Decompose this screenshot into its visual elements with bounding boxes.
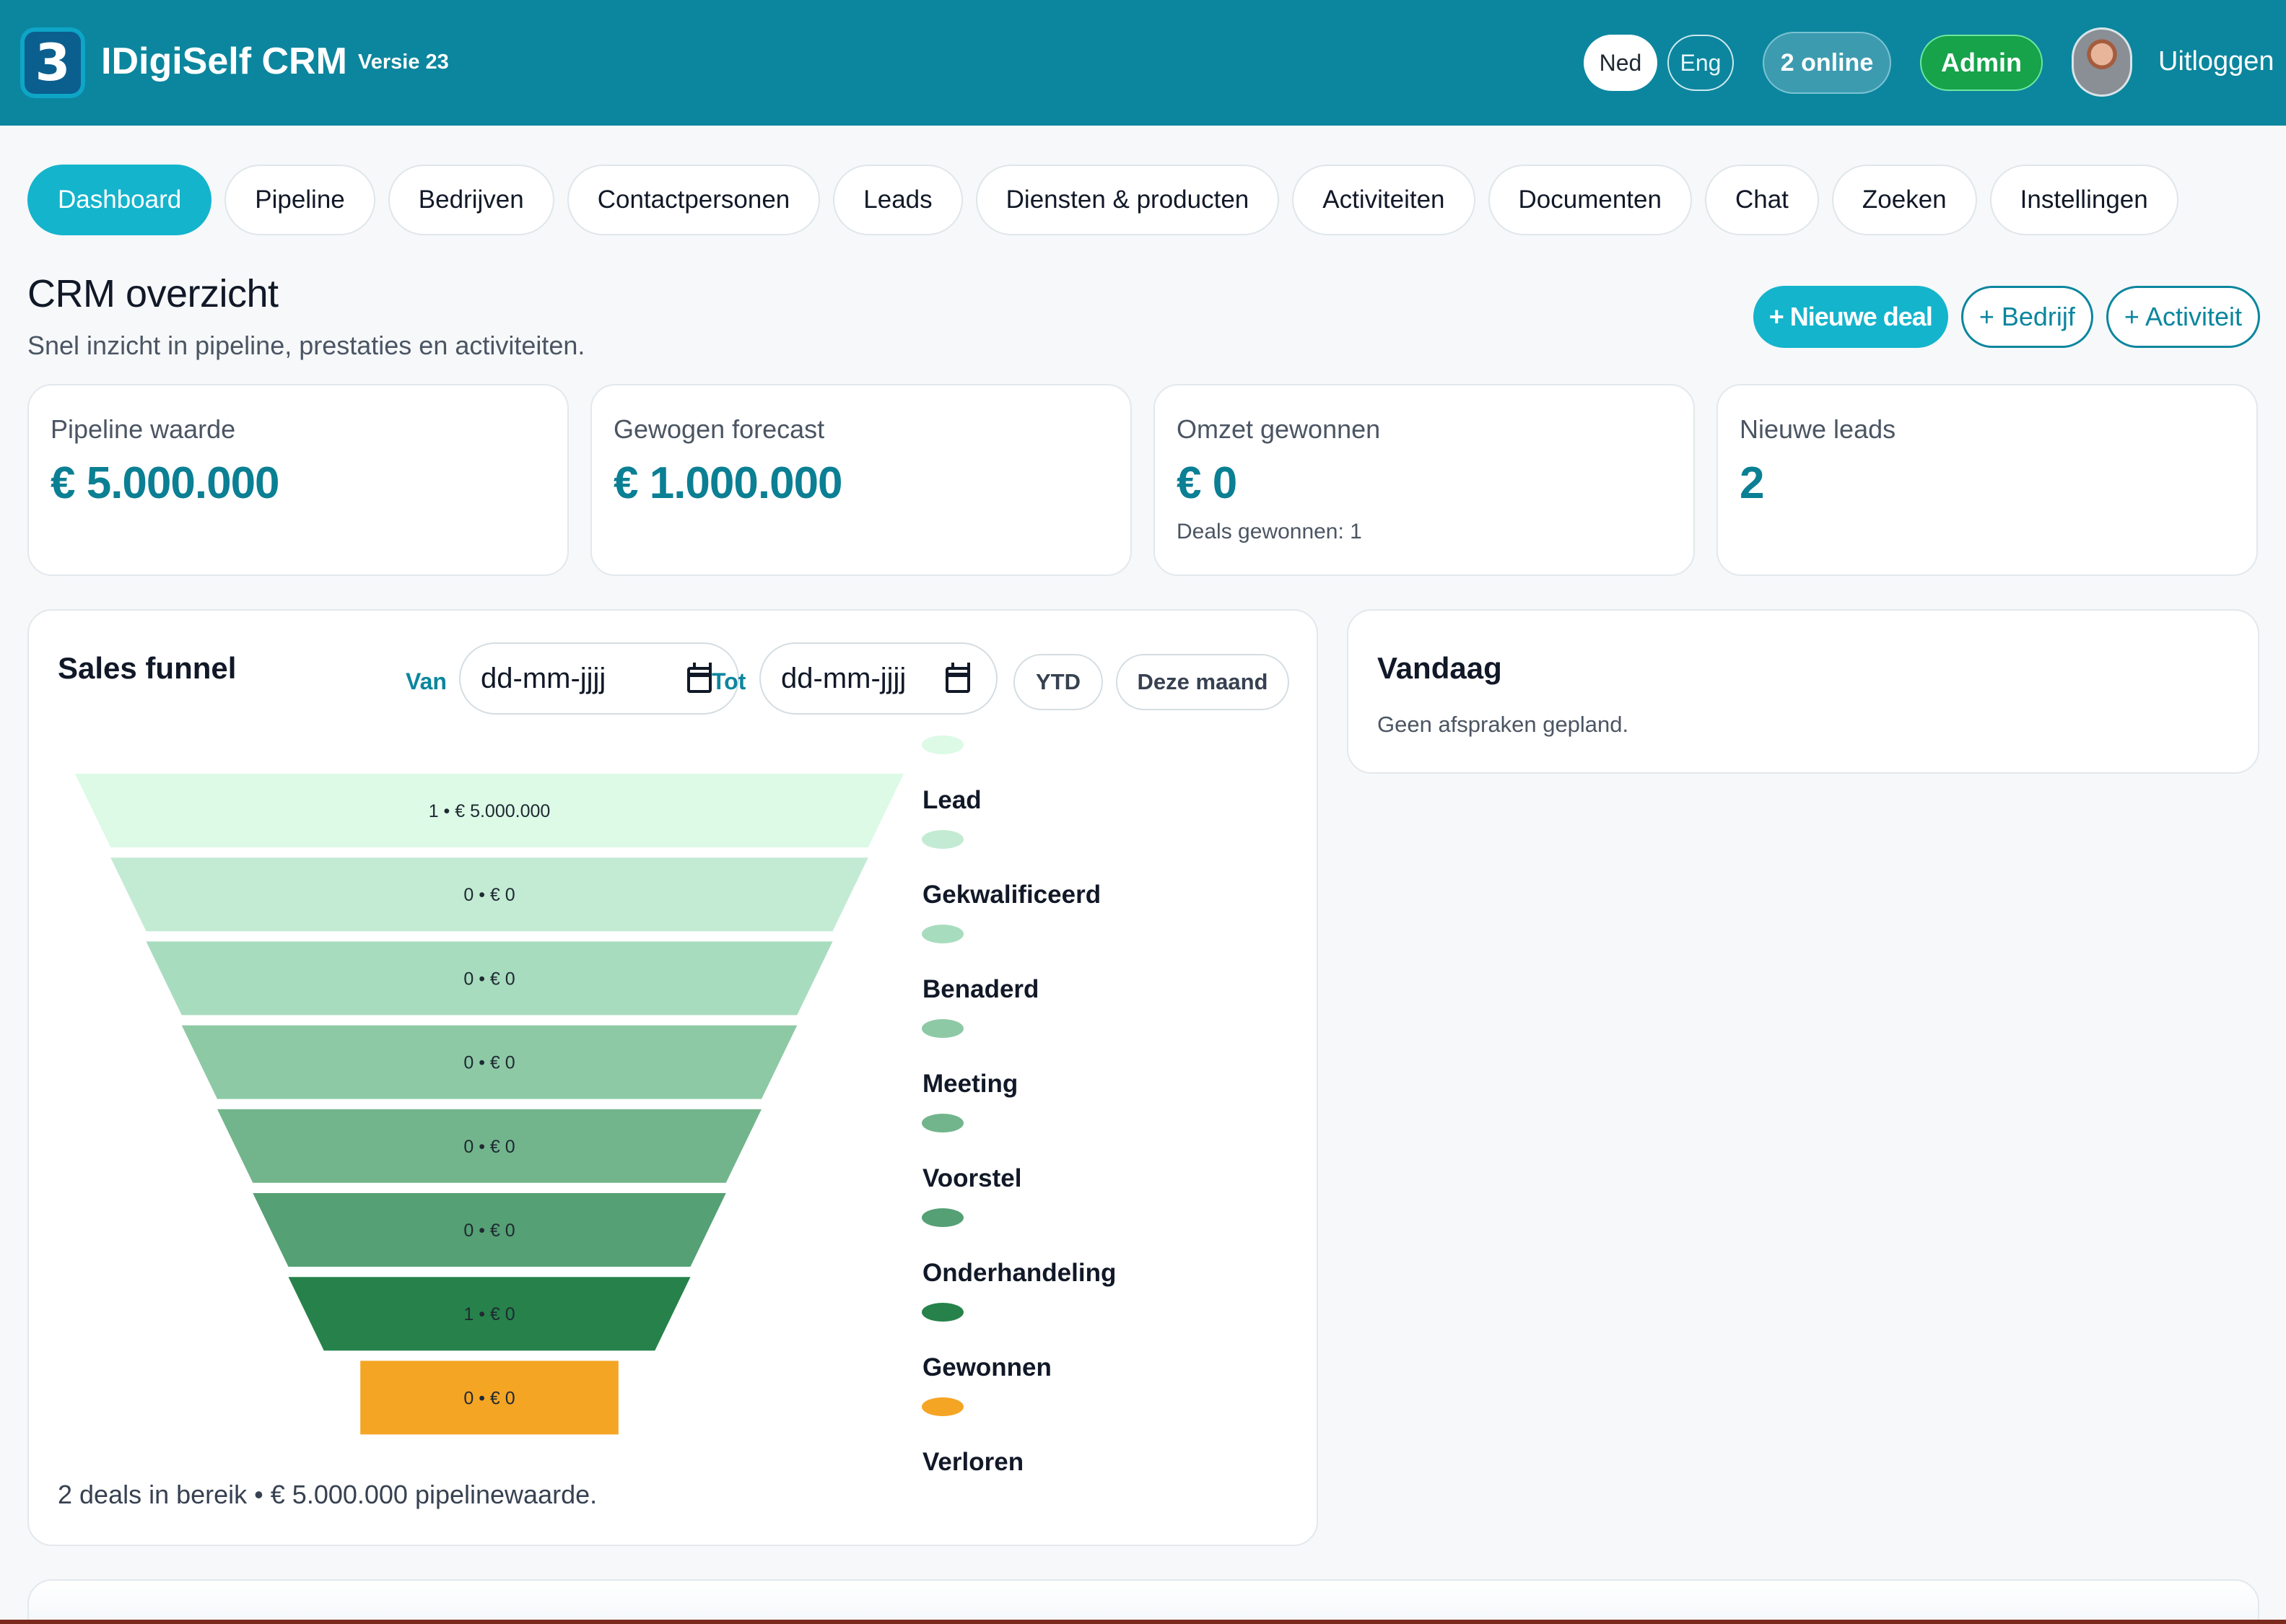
funnel-segment-verloren[interactable] bbox=[360, 1361, 619, 1435]
legend-label: Gekwalificeerd bbox=[922, 881, 1101, 909]
funnel-segment-label: 0 • € 0 bbox=[463, 1137, 515, 1157]
funnel-segment-label: 0 • € 0 bbox=[463, 885, 515, 905]
add-activity-button[interactable]: + Activiteit bbox=[2106, 286, 2260, 348]
legend-swatch bbox=[922, 830, 964, 849]
funnel-segment-benaderd[interactable] bbox=[146, 941, 833, 1016]
kpi-card-pipeline: Pipeline waarde € 5.000.000 bbox=[27, 384, 569, 576]
ytd-button[interactable]: YTD bbox=[1013, 654, 1103, 710]
tab-documenten[interactable]: Documenten bbox=[1488, 165, 1692, 235]
tab-bedrijven[interactable]: Bedrijven bbox=[388, 165, 554, 235]
tab-chat[interactable]: Chat bbox=[1704, 165, 1819, 235]
tab-activiteiten[interactable]: Activiteiten bbox=[1292, 165, 1475, 235]
logo-glyph: 3 bbox=[35, 33, 71, 92]
from-label: Van bbox=[406, 668, 447, 694]
funnel-chart: 1 • € 5.000.000 Lead 0 • € 0 Gekwalificeerd… bbox=[75, 735, 1116, 1476]
page-title: CRM overzicht bbox=[27, 272, 279, 315]
legend-swatch bbox=[922, 925, 964, 943]
main-nav: Dashboard Pipeline Bedrijven Contactpersone… bbox=[27, 165, 2178, 235]
kpi-value: € 0 bbox=[1177, 458, 1237, 508]
from-date-value: dd-mm-jjjj bbox=[481, 662, 606, 694]
funnel-segment-meeting[interactable] bbox=[181, 1025, 798, 1099]
legend-swatch bbox=[922, 1114, 964, 1132]
legend-label: Onderhandeling bbox=[922, 1259, 1116, 1287]
top-bar: 3 IDigiSelf CRM Versie 23 Ned Eng 2 onli… bbox=[0, 0, 2286, 126]
admin-badge[interactable]: Admin bbox=[1920, 35, 2043, 91]
logout-link[interactable]: Uitloggen bbox=[2158, 46, 2274, 77]
today-title: Vandaag bbox=[1377, 651, 1502, 685]
next-card-peek bbox=[27, 1579, 2259, 1624]
version-label: Versie 23 bbox=[358, 51, 449, 74]
legend-swatch bbox=[922, 1019, 964, 1038]
kpi-value: € 1.000.000 bbox=[614, 458, 843, 508]
legend-label: Voorstel bbox=[922, 1164, 1021, 1192]
tab-leads[interactable]: Leads bbox=[833, 165, 963, 235]
tab-dashboard[interactable]: Dashboard bbox=[27, 165, 212, 235]
kpi-note: Deals gewonnen: 1 bbox=[1177, 520, 1362, 543]
app-logo[interactable]: 3 bbox=[20, 27, 85, 98]
funnel-segment-label: 0 • € 0 bbox=[463, 1221, 515, 1241]
funnel-segment-lead[interactable] bbox=[75, 774, 904, 847]
legend-label: Meeting bbox=[922, 1070, 1018, 1098]
funnel-segment-label: 0 • € 0 bbox=[463, 1388, 515, 1408]
tab-pipeline[interactable]: Pipeline bbox=[224, 165, 375, 235]
kpi-value: € 5.000.000 bbox=[51, 458, 280, 508]
to-date-input[interactable]: dd-mm-jjjj bbox=[759, 642, 998, 715]
kpi-label: Omzet gewonnen bbox=[1177, 414, 1381, 444]
today-empty-message: Geen afspraken gepland. bbox=[1377, 712, 1629, 737]
page-actions: + Nieuwe deal + Bedrijf + Activiteit bbox=[1753, 286, 2260, 348]
kpi-value: 2 bbox=[1740, 458, 1764, 508]
page-subtitle: Snel inzicht in pipeline, prestaties en … bbox=[27, 331, 585, 360]
calendar-icon[interactable] bbox=[946, 663, 970, 693]
avatar[interactable] bbox=[2072, 27, 2132, 97]
funnel-segment-label: 0 • € 0 bbox=[463, 1053, 515, 1073]
today-card: Vandaag Geen afspraken gepland. bbox=[1347, 609, 2259, 774]
legend-label: Gewonnen bbox=[922, 1353, 1052, 1381]
funnel-segment-gekwalificeerd[interactable] bbox=[110, 857, 868, 932]
online-users-badge[interactable]: 2 online bbox=[1763, 32, 1891, 94]
funnel-title: Sales funnel bbox=[58, 651, 237, 685]
funnel-segment-voorstel[interactable] bbox=[217, 1109, 762, 1183]
funnel-segment-label: 1 • € 5.000.000 bbox=[429, 801, 551, 821]
kpi-label: Gewogen forecast bbox=[614, 414, 825, 444]
sales-funnel-card: 1 • € 5.000.000 Lead 0 • € 0 Gekwalificeerd… bbox=[27, 609, 1318, 1546]
kpi-label: Pipeline waarde bbox=[51, 414, 236, 444]
app-title: IDigiSelf CRM bbox=[101, 40, 347, 82]
tab-diensten-producten[interactable]: Diensten & producten bbox=[975, 165, 1280, 235]
legend-label: Benaderd bbox=[922, 975, 1039, 1003]
funnel-segment-label: 1 • € 0 bbox=[463, 1304, 515, 1324]
funnel-segment-gewonnen[interactable] bbox=[288, 1277, 691, 1351]
to-label: Tot bbox=[712, 668, 746, 694]
kpi-card-new-leads: Nieuwe leads 2 bbox=[1716, 384, 2258, 576]
tab-zoeken[interactable]: Zoeken bbox=[1831, 165, 1977, 235]
kpi-card-revenue: Omzet gewonnen € 0 Deals gewonnen: 1 bbox=[1153, 384, 1695, 576]
funnel-segment-onderhandeling[interactable] bbox=[253, 1193, 726, 1267]
calendar-icon[interactable] bbox=[687, 663, 712, 693]
to-date-value: dd-mm-jjjj bbox=[781, 662, 907, 694]
legend-swatch bbox=[922, 1303, 964, 1322]
language-eng-button[interactable]: Eng bbox=[1667, 35, 1734, 91]
kpi-card-forecast: Gewogen forecast € 1.000.000 bbox=[590, 384, 1132, 576]
legend-swatch bbox=[922, 1397, 964, 1416]
window-bottom-edge bbox=[0, 1620, 2286, 1624]
tab-contactpersonen[interactable]: Contactpersonen bbox=[567, 165, 821, 235]
legend-label: Verloren bbox=[922, 1448, 1024, 1476]
kpi-label: Nieuwe leads bbox=[1740, 414, 1896, 444]
new-deal-button[interactable]: + Nieuwe deal bbox=[1753, 286, 1948, 348]
from-date-input[interactable]: dd-mm-jjjj bbox=[459, 642, 739, 715]
legend-label: Lead bbox=[922, 786, 982, 814]
tab-instellingen[interactable]: Instellingen bbox=[1989, 165, 2178, 235]
legend-swatch bbox=[922, 735, 964, 754]
this-month-button[interactable]: Deze maand bbox=[1116, 654, 1289, 710]
add-company-button[interactable]: + Bedrijf bbox=[1960, 286, 2093, 348]
funnel-summary: 2 deals in bereik • € 5.000.000 pipeline… bbox=[58, 1480, 598, 1509]
funnel-segment-label: 0 • € 0 bbox=[463, 969, 515, 989]
language-ned-button[interactable]: Ned bbox=[1584, 35, 1657, 91]
legend-swatch bbox=[922, 1208, 964, 1227]
